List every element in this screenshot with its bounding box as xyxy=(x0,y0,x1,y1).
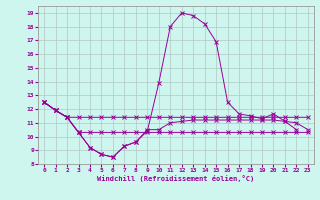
X-axis label: Windchill (Refroidissement éolien,°C): Windchill (Refroidissement éolien,°C) xyxy=(97,175,255,182)
